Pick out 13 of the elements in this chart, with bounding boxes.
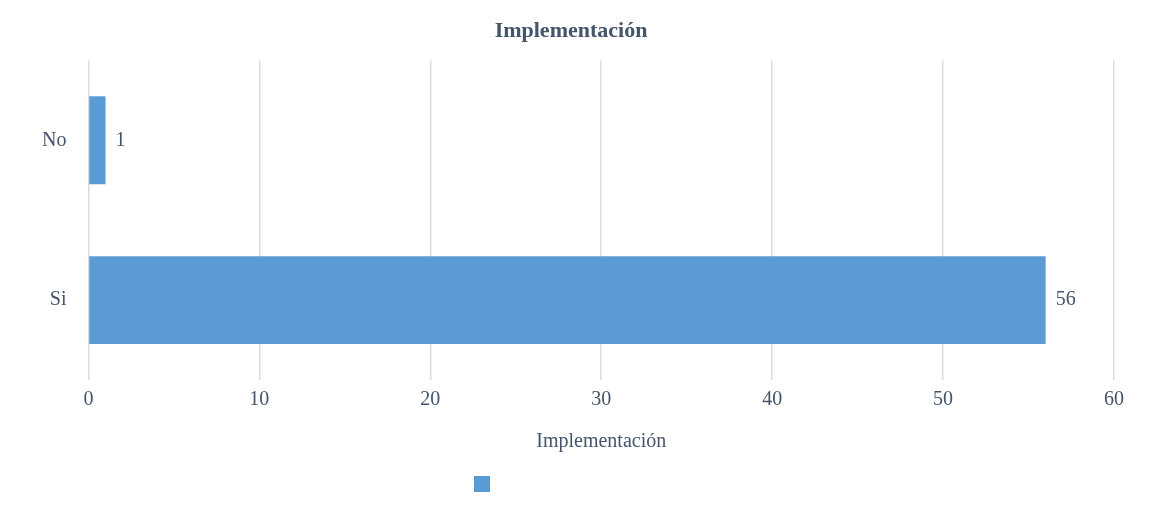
- x-axis-title: Implementación: [536, 429, 667, 453]
- y-tick-label: Si: [49, 287, 67, 310]
- x-tick-label: 0: [83, 387, 94, 410]
- x-tick-label: 50: [933, 387, 954, 410]
- y-tick-label: No: [41, 127, 67, 150]
- x-tick-label: 10: [249, 387, 270, 410]
- x-tick-label: 60: [1104, 387, 1124, 410]
- chart-title: Implementación: [494, 16, 648, 42]
- x-tick-label: 30: [591, 387, 612, 410]
- x-tick-label: 20: [420, 387, 441, 410]
- data-label: 56: [1055, 287, 1076, 310]
- data-label: 1: [115, 127, 126, 150]
- x-tick-label: 40: [762, 387, 783, 410]
